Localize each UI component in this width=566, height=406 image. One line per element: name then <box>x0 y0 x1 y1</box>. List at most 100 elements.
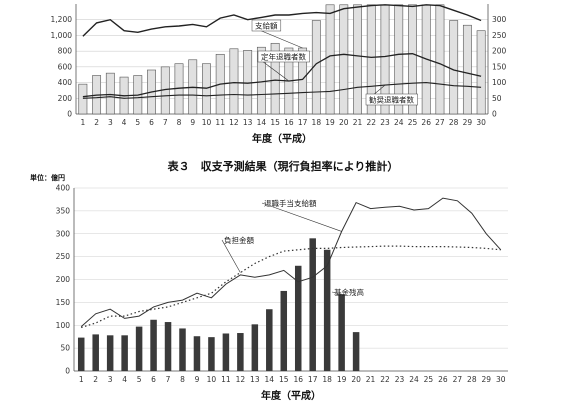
x-tick: 24 <box>409 375 419 384</box>
bar-kikin-zandaka <box>121 335 128 371</box>
x-tick: 18 <box>322 375 332 384</box>
annotation-label: 退職手当支給額 <box>264 198 317 208</box>
annotation-box <box>365 93 418 106</box>
x-tick: 11 <box>221 375 231 384</box>
x-tick: 4 <box>122 118 127 127</box>
x-tick: 26 <box>421 118 431 127</box>
x-tick: 21 <box>353 118 363 127</box>
line-kansho-taishokusha <box>82 82 482 99</box>
x-tick: 5 <box>135 118 140 127</box>
bar-shikyugaku <box>256 46 266 115</box>
bar-kikin-zandaka <box>77 337 85 371</box>
x-tick: 27 <box>435 118 445 127</box>
x-tick: 14 <box>257 118 267 127</box>
y-tick: 350 <box>56 206 71 215</box>
y-tick: 400 <box>56 184 71 193</box>
bar-shikyugaku <box>229 48 239 115</box>
y-tick-left: 600 <box>58 62 73 71</box>
annotation-label: 定年退職者数 <box>261 52 306 62</box>
bar-kikin-zandaka <box>251 324 259 371</box>
x-tick: 25 <box>408 118 418 127</box>
y-tick-right: 100 <box>492 78 507 87</box>
y-tick-right: 0 <box>492 110 497 119</box>
x-tick: 21 <box>366 375 376 384</box>
bar-kikin-zandaka <box>222 333 230 371</box>
x-tick: 9 <box>195 375 200 384</box>
bar-shikyugaku <box>243 50 253 115</box>
y-tick: 100 <box>56 321 71 330</box>
y-tick-left: 1,200 <box>51 15 73 24</box>
bar-kikin-zandaka <box>135 326 143 371</box>
y-tick-left: 800 <box>58 47 73 56</box>
bar-shikyugaku <box>394 4 404 115</box>
bar-shikyugaku <box>202 63 211 115</box>
x-tick: 13 <box>243 118 253 127</box>
y-tick: 50 <box>60 344 70 353</box>
x-tick: 4 <box>122 375 127 384</box>
bar-kikin-zandaka <box>179 328 186 371</box>
annotation-label: 基金残高 <box>334 287 364 297</box>
x-tick: 23 <box>395 375 405 384</box>
x-tick: 28 <box>467 375 477 384</box>
x-tick: 30 <box>476 118 486 127</box>
x-tick: 22 <box>366 118 376 127</box>
bar-shikyugaku <box>366 4 376 115</box>
bar-kikin-zandaka <box>352 332 360 371</box>
y-tick-left: 1,000 <box>51 31 73 40</box>
x-tick: 30 <box>496 375 506 384</box>
x-tick: 7 <box>163 118 168 127</box>
bar-shikyugaku <box>462 24 472 115</box>
x-tick: 24 <box>394 118 404 127</box>
x-axis-title: 年度（平成） <box>252 132 312 145</box>
x-tick: 15 <box>279 375 289 384</box>
bottom-chart: 表３ 収支予測結果（現行負担率により推計）単位：億円05010015020025… <box>30 159 508 402</box>
y-tick: 300 <box>56 229 71 238</box>
x-axis-title: 年度（平成） <box>261 389 321 402</box>
y-tick: 250 <box>56 252 71 261</box>
x-tick: 19 <box>325 118 335 127</box>
bar-kikin-zandaka <box>208 337 215 371</box>
x-tick: 3 <box>108 118 113 127</box>
bar-kikin-zandaka <box>309 238 316 371</box>
x-tick: 23 <box>380 118 390 127</box>
x-tick: 26 <box>438 375 448 384</box>
line-futankin-gaku <box>81 245 501 329</box>
x-tick: 2 <box>94 118 99 127</box>
y-tick-left: 400 <box>58 78 73 87</box>
bar-shikyugaku <box>449 20 459 115</box>
x-tick: 3 <box>108 375 113 384</box>
bar-shikyugaku <box>353 4 362 115</box>
y-tick-right: 150 <box>492 62 507 71</box>
y-tick: 0 <box>65 367 70 376</box>
line-top-series <box>82 4 482 37</box>
line-taishoku-teate-shikyugaku <box>80 197 502 327</box>
unit-label: 単位：億円 <box>30 173 65 182</box>
x-tick: 14 <box>265 375 275 384</box>
x-tick: 18 <box>312 118 322 127</box>
bar-kikin-zandaka <box>294 265 302 371</box>
y-tick: 200 <box>56 275 71 284</box>
y-tick-left: 200 <box>58 94 73 103</box>
bar-kikin-zandaka <box>164 322 172 371</box>
bar-shikyugaku <box>408 4 417 115</box>
bar-kikin-zandaka <box>106 335 114 371</box>
x-tick: 7 <box>166 375 171 384</box>
x-tick: 13 <box>250 375 260 384</box>
bar-shikyugaku <box>270 42 280 115</box>
x-tick: 28 <box>449 118 459 127</box>
x-tick: 10 <box>207 375 217 384</box>
x-tick: 16 <box>293 375 303 384</box>
x-tick: 8 <box>177 118 182 127</box>
y-tick-right: 50 <box>492 94 502 103</box>
x-tick: 20 <box>351 375 361 384</box>
bar-shikyugaku <box>339 4 349 115</box>
bar-kikin-zandaka <box>280 290 288 371</box>
y-tick-right: 250 <box>492 31 507 40</box>
x-tick: 29 <box>463 118 473 127</box>
x-tick: 16 <box>284 118 294 127</box>
bar-kikin-zandaka <box>237 333 244 371</box>
annotation-leader <box>221 239 241 273</box>
y-tick-left: 0 <box>67 110 72 119</box>
x-tick: 10 <box>202 118 212 127</box>
